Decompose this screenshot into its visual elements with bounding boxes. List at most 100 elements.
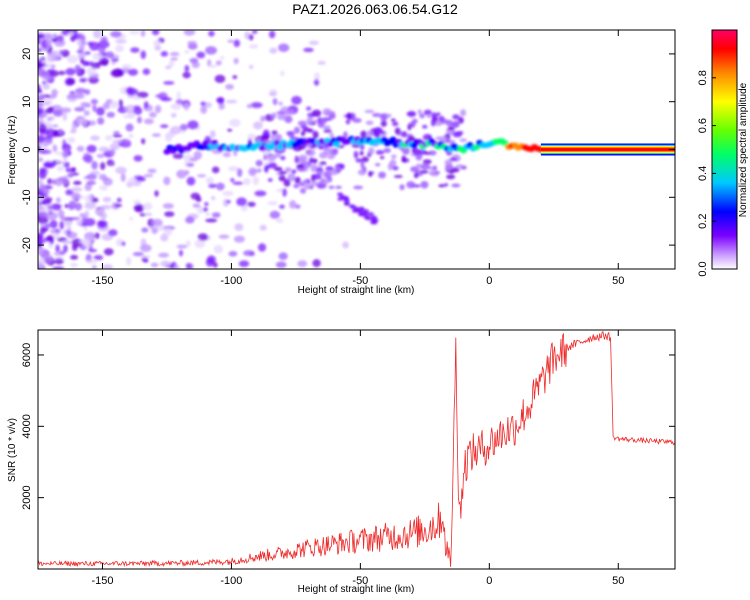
cloud-blob	[423, 109, 432, 116]
noise-blob	[98, 57, 110, 66]
noise-blob	[170, 103, 182, 110]
noise-blob	[218, 234, 230, 239]
noise-blob	[92, 52, 103, 61]
noise-blob	[67, 137, 76, 143]
noise-blob	[63, 175, 68, 185]
noise-blob	[165, 65, 172, 70]
noise-blob	[71, 187, 83, 192]
noise-blob	[68, 200, 77, 210]
noise-blob	[83, 226, 88, 231]
cloud-blob	[455, 164, 464, 168]
cloud-blob	[287, 173, 296, 181]
cloud-blob	[394, 127, 401, 135]
cloud-blob	[343, 131, 348, 139]
cloud-blob	[278, 174, 286, 182]
noise-blob	[237, 168, 243, 178]
cloud-blob	[406, 111, 417, 116]
noise-blob	[117, 69, 124, 76]
cloud-blob	[420, 170, 429, 174]
noise-blob	[38, 144, 41, 153]
noise-blob	[38, 261, 45, 268]
cloud-blob	[293, 126, 300, 134]
cloud-blob	[438, 184, 446, 188]
cloud-blob	[352, 117, 362, 123]
cloud-blob	[327, 154, 335, 160]
noise-blob	[76, 33, 82, 39]
noise-blob	[62, 240, 73, 245]
noise-blob	[38, 102, 44, 107]
noise-blob	[279, 204, 285, 209]
cloud-blob	[393, 174, 403, 178]
noise-blob	[160, 51, 169, 57]
cloud-blob	[267, 162, 278, 169]
noise-blob	[38, 189, 50, 194]
colorbar-tick-label: 0.6	[697, 118, 709, 133]
colorbar-gradient	[712, 30, 737, 269]
noise-blob	[243, 250, 255, 257]
noise-blob	[109, 143, 120, 151]
noise-blob	[99, 185, 109, 191]
snr-x-tick-label: 0	[486, 575, 492, 587]
noise-blob	[109, 100, 119, 109]
noise-blob	[91, 265, 97, 269]
noise-blob	[280, 70, 285, 77]
spectrogram-y-ticks: -20 -10 0 10 20	[21, 48, 675, 253]
noise-blob	[38, 83, 41, 91]
noise-blob	[169, 125, 182, 135]
cloud-blob	[291, 169, 297, 175]
cloud-blob	[452, 114, 460, 120]
colorbar-tick-label: 0.8	[697, 70, 709, 85]
colorbar-frame	[711, 29, 738, 270]
noise-blob	[232, 181, 244, 185]
noise-blob	[38, 88, 43, 94]
noise-blob	[121, 64, 132, 70]
noise-blob	[40, 149, 52, 155]
figure-title: PAZ1.2026.063.06.54.G12	[292, 1, 458, 17]
noise-blob	[308, 40, 319, 45]
cloud-blob	[293, 183, 300, 189]
noise-blob	[213, 244, 223, 254]
cloud-blob	[378, 171, 387, 179]
noise-blob	[247, 201, 256, 207]
cloud-blob	[426, 114, 432, 119]
noise-blob	[66, 55, 78, 64]
cloud-blob	[374, 163, 381, 167]
noise-blob	[147, 168, 157, 174]
noise-blob	[38, 68, 47, 77]
noise-blob	[185, 216, 195, 224]
noise-blob	[92, 104, 97, 113]
noise-blob	[272, 98, 278, 106]
noise-blob	[211, 212, 221, 218]
noise-blob	[97, 117, 105, 125]
noise-blob	[143, 173, 154, 178]
noise-blob	[139, 213, 147, 217]
noise-blob	[312, 259, 321, 268]
noise-blob	[205, 46, 217, 55]
noise-blob	[55, 244, 60, 253]
noise-blob	[38, 211, 48, 217]
noise-blob	[246, 103, 253, 109]
noise-blob	[52, 266, 65, 269]
noise-blob	[71, 167, 77, 173]
cloud-blob	[255, 159, 263, 167]
noise-blob	[185, 263, 194, 269]
noise-blob	[62, 112, 67, 121]
noise-blob	[45, 223, 52, 228]
noise-blob	[38, 257, 45, 263]
branch-blob	[362, 211, 369, 216]
noise-blob	[258, 243, 267, 252]
cloud-blob	[300, 130, 306, 137]
noise-blob	[275, 218, 284, 223]
cloud-blob	[283, 178, 291, 187]
noise-blob	[115, 166, 127, 175]
noise-blob	[92, 30, 102, 39]
snr-x-tick-label: -150	[91, 575, 113, 587]
noise-blob	[160, 260, 172, 267]
noise-blob	[46, 234, 55, 242]
noise-blob	[67, 226, 72, 231]
noise-blob	[214, 74, 226, 83]
noise-blob	[67, 173, 74, 178]
noise-blob	[74, 64, 81, 73]
cloud-blob	[298, 181, 306, 187]
noise-blob	[56, 165, 64, 172]
